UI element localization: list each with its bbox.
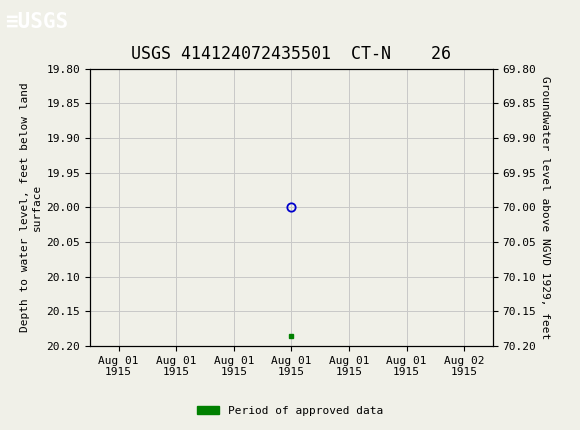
Y-axis label: Groundwater level above NGVD 1929, feet: Groundwater level above NGVD 1929, feet <box>541 76 550 339</box>
Text: ≡USGS: ≡USGS <box>5 12 68 32</box>
Title: USGS 414124072435501  CT-N    26: USGS 414124072435501 CT-N 26 <box>132 45 451 63</box>
Y-axis label: Depth to water level, feet below land
surface: Depth to water level, feet below land su… <box>20 83 42 332</box>
Legend: Period of approved data: Period of approved data <box>193 401 387 420</box>
